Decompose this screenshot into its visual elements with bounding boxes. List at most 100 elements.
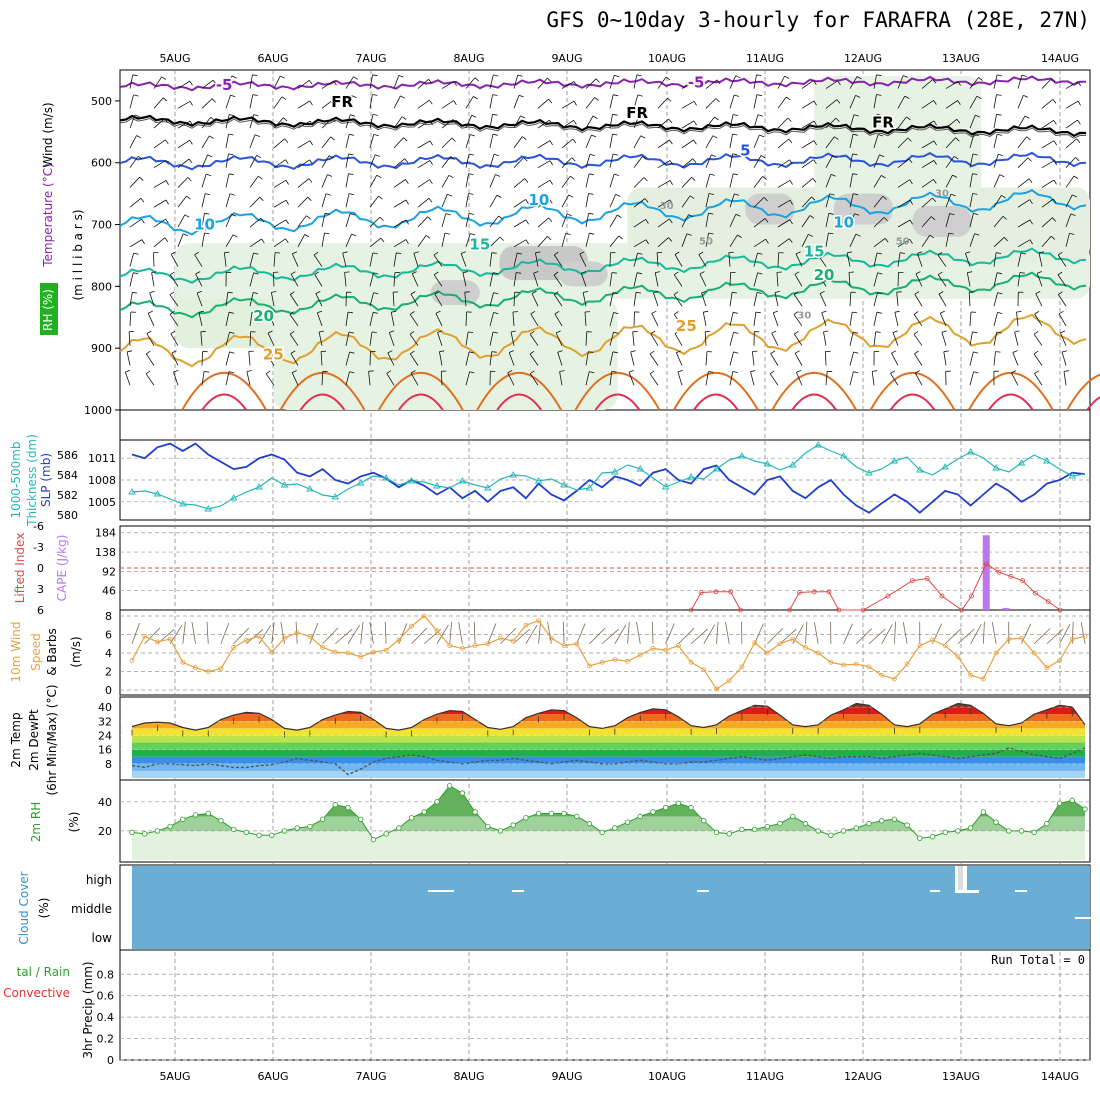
thickness-point-62 [916,466,924,473]
barb-321 [137,155,143,160]
barb-1139 [349,351,355,354]
rh-shade-10 [430,280,480,305]
barb-4 [177,80,191,89]
barb-1057 [319,330,325,333]
barb-1084 [650,333,659,346]
cloud-gap-5 [1075,917,1091,919]
barb-253 [284,138,289,143]
sfc-contour-30-0 [181,371,268,411]
wind10-point-12 [282,635,287,641]
barb-915 [531,291,537,294]
barb-873 [997,272,1003,275]
barb-934 [774,292,779,307]
rh-line [131,785,1086,841]
barb-381 [852,153,858,156]
wind10-point-47 [726,678,732,684]
barb-660 [369,237,382,248]
barb-901 [373,292,379,295]
barb-862 [873,272,878,287]
rh-point-45 [701,818,707,824]
barb-920 [609,292,614,307]
barb-450 [729,173,734,188]
wind10-barb-39 [627,621,630,644]
barb-881 [132,291,138,294]
lifted-point-5 [787,607,792,613]
wind10-barb-8 [233,627,250,645]
cape-tick-2: 138 [95,546,116,559]
wind10-point-16 [332,649,338,655]
barb-91 [252,94,258,96]
barb-1143 [387,350,393,354]
barb-26 [441,81,455,89]
barb-98 [345,95,353,109]
barb-608 [705,213,709,228]
barb-859 [818,271,824,275]
barb-886 [196,292,203,307]
barb-945 [896,291,902,293]
barb-910 [489,292,494,307]
barb-829 [462,271,468,274]
barb-869 [937,271,943,276]
barb-444 [657,180,671,188]
barb-1009 [703,310,709,313]
barb-195 [549,119,553,125]
barb-1027 [913,311,919,315]
ylabel-wind10-b: Speed [29,633,43,671]
barb-308 [945,137,956,149]
barb-930 [729,292,733,307]
wind10-point-62 [917,643,923,648]
barb-972 [269,312,275,327]
lifted-point-19 [1008,574,1014,579]
barb-273 [521,136,527,140]
barb-739 [342,251,348,254]
barb-198 [585,115,594,129]
barb-8 [225,75,233,89]
barb-1006 [673,314,683,327]
barb-572 [273,219,287,228]
barb-125 [667,97,672,102]
barb-443 [643,177,648,182]
barb-556 [1041,198,1054,208]
barb-207 [693,120,697,126]
barb-148 [945,100,958,109]
barb-254 [297,140,311,149]
barb-265 [429,140,433,146]
barb-35 [547,77,552,82]
barb-810 [249,272,254,287]
barb-575 [306,215,311,220]
barb-315 [1026,136,1031,141]
barb-835 [533,271,539,274]
barb-773 [757,252,763,255]
barb-358 [585,154,591,168]
barb-46 [681,80,695,89]
thickness-point-20 [382,474,390,481]
barb-1221 [368,370,374,372]
wind10-point-5 [193,665,198,671]
temp-contour-5 [119,247,1087,284]
barb-1035 [1016,311,1022,313]
wind10-point-29 [498,635,503,641]
x-label-bottom-2: 7AUG [355,1070,386,1083]
barb-782 [873,252,878,267]
barb-906 [434,293,443,307]
barb-185 [429,120,433,126]
barb-931 [732,291,738,294]
barb-1239 [589,371,595,374]
barb-479 [1073,175,1079,180]
ylabel-temp-c: (6hr Min/Max) (°C) [45,684,59,795]
barb-926 [673,294,683,307]
barb-504 [417,197,430,208]
barb-162 [153,118,165,129]
barb-184 [417,120,431,129]
contour-label-6: 10 [528,191,549,209]
wind10-point-31 [523,622,529,628]
barb-914 [531,293,539,307]
barb-850 [729,272,731,287]
barb-995 [530,310,536,315]
barb-716 [1041,235,1052,248]
barb-1126 [201,351,203,366]
barb-681 [618,235,623,240]
wind10-point-71 [1031,650,1037,656]
barb-1278 [1063,371,1067,386]
barb-627 [931,216,936,221]
